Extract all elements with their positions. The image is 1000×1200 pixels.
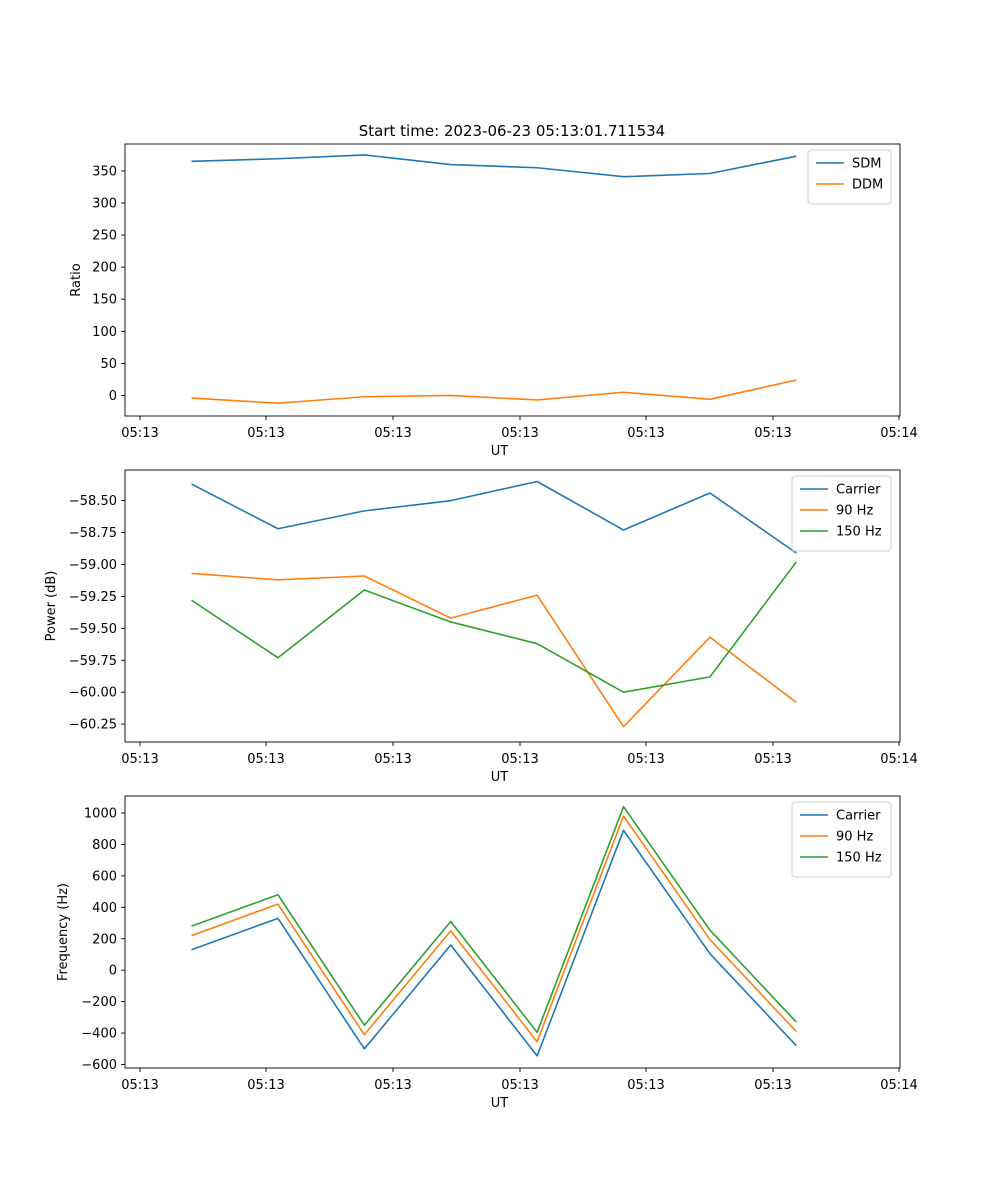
x-tick-label: 05:13	[247, 752, 284, 767]
y-axis-label: Ratio	[69, 263, 84, 296]
chart-panel-2: 05:13 05:13 05:13 05:13 05:13 05:13 05:14 −58.5…	[44, 469, 918, 785]
y-axis-label: Power (dB)	[44, 571, 59, 642]
y-tick-label: 150	[92, 293, 117, 308]
x-tick-label: 05:13	[374, 1078, 411, 1093]
legend-entry: DDM	[852, 178, 883, 193]
x-axis-label: UT	[491, 770, 509, 785]
series-line-carrier	[191, 829, 797, 1057]
legend-box	[791, 801, 892, 878]
y-tick-label: −59.25	[69, 590, 117, 605]
x-tick-label: 05:13	[374, 426, 411, 441]
y-tick-label: 0	[109, 389, 117, 404]
y-tick-label: 400	[92, 901, 117, 916]
y-tick-label: 300	[92, 197, 117, 212]
legend-box	[791, 475, 892, 552]
series-line-ddm	[191, 379, 797, 404]
legend-entry: 150 Hz	[836, 525, 882, 540]
y-tick-label: 200	[92, 261, 117, 276]
y-tick-label: 100	[92, 325, 117, 340]
y-tick-label: −58.50	[69, 494, 117, 509]
x-axis-label: UT	[491, 1096, 509, 1111]
legend-entry: 90 Hz	[836, 504, 873, 519]
plot-frame	[124, 795, 901, 1069]
y-tick-label: −59.00	[69, 558, 117, 573]
y-tick-label: 800	[92, 838, 117, 853]
y-tick-label: −59.50	[69, 622, 117, 637]
y-tick-label: −59.75	[69, 654, 117, 669]
x-tick-label: 05:14	[880, 752, 917, 767]
x-tick-label: 05:13	[627, 752, 664, 767]
series-line-carrier	[191, 480, 797, 554]
chart-panel-3: 05:13 05:13 05:13 05:13 05:13 05:13 05:14 −600 −…	[56, 795, 918, 1111]
x-tick-label: 05:14	[880, 426, 917, 441]
series-line-150-hz	[191, 561, 797, 694]
x-tick-label: 05:13	[754, 426, 791, 441]
x-tick-label: 05:13	[754, 752, 791, 767]
legend-entry: Carrier	[836, 483, 881, 498]
y-axis-label: Frequency (Hz)	[56, 883, 71, 981]
x-tick-label: 05:13	[501, 1078, 538, 1093]
plot-frame	[124, 143, 901, 417]
series-line-sdm	[191, 154, 797, 178]
plot-frame	[124, 469, 901, 743]
series-line-90-hz	[191, 815, 797, 1043]
axes-root: 05:13 05:13 05:13 05:13 05:13 05:13 05:14 0 50 10…	[44, 143, 918, 1111]
y-tick-label: 250	[92, 229, 117, 244]
x-tick-label: 05:13	[627, 1078, 664, 1093]
y-tick-label: 200	[92, 932, 117, 947]
x-tick-label: 05:13	[627, 426, 664, 441]
legend-entry: SDM	[852, 157, 881, 172]
y-tick-label: 600	[92, 869, 117, 884]
x-tick-label: 05:13	[374, 752, 411, 767]
y-tick-label: −200	[81, 995, 117, 1010]
legend-entry: 90 Hz	[836, 830, 873, 845]
figure-title: Start time: 2023-06-23 05:13:01.711534	[359, 122, 665, 140]
y-tick-label: −58.75	[69, 526, 117, 541]
y-tick-label: 0	[109, 964, 117, 979]
x-tick-label: 05:13	[121, 752, 158, 767]
chart-panel-1: 05:13 05:13 05:13 05:13 05:13 05:13 05:14 0 50 10…	[69, 143, 918, 459]
y-tick-label: −600	[81, 1058, 117, 1073]
series-line-90-hz	[191, 572, 797, 728]
y-tick-label: −400	[81, 1027, 117, 1042]
x-axis-label: UT	[491, 444, 509, 459]
x-tick-label: 05:13	[501, 752, 538, 767]
x-tick-label: 05:13	[754, 1078, 791, 1093]
y-tick-label: 350	[92, 164, 117, 179]
x-tick-label: 05:13	[121, 426, 158, 441]
y-tick-label: 50	[100, 357, 117, 372]
y-tick-label: −60.00	[69, 686, 117, 701]
x-tick-label: 05:13	[121, 1078, 158, 1093]
legend-entry: 150 Hz	[836, 851, 882, 866]
y-tick-label: 1000	[84, 806, 117, 821]
x-tick-label: 05:14	[880, 1078, 917, 1093]
series-line-150-hz	[191, 805, 797, 1034]
x-tick-label: 05:13	[501, 426, 538, 441]
y-tick-label: −60.25	[69, 718, 117, 733]
x-tick-label: 05:13	[247, 426, 284, 441]
x-tick-label: 05:13	[247, 1078, 284, 1093]
legend-entry: Carrier	[836, 809, 881, 824]
